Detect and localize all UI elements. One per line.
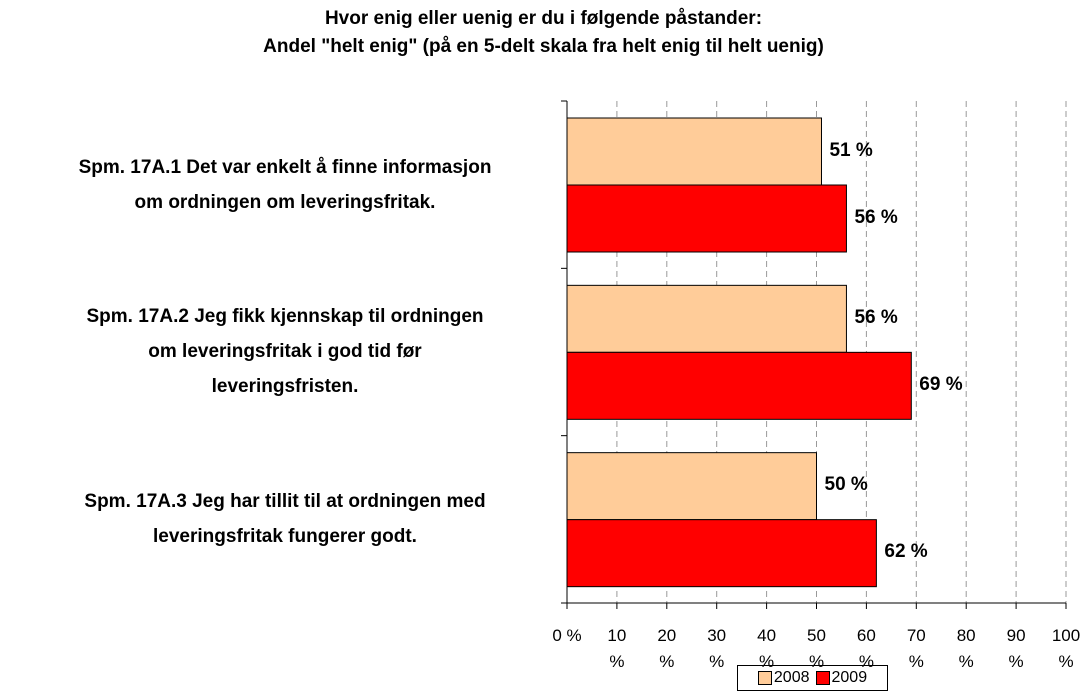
x-tick-label: 20 % — [657, 626, 677, 671]
value-label: 69 % — [919, 373, 963, 395]
x-tick-label: 60 % — [856, 626, 876, 671]
value-label: 50 % — [824, 474, 868, 496]
x-tick-label: 0 % — [552, 626, 582, 645]
bar — [566, 351, 912, 420]
x-tick-label: 80 % — [956, 626, 976, 671]
x-tick-label: 40 % — [757, 626, 777, 671]
category-label: Spm. 17A.3 Jeg har tillit til at ordning… — [84, 491, 486, 548]
legend-label: 2009 — [831, 669, 868, 686]
value-label: 56 % — [854, 306, 898, 328]
category-label: Spm. 17A.1 Det var enkelt å finne inform… — [78, 156, 492, 213]
x-tick-label: 100 % — [1051, 626, 1081, 671]
x-tick-label: 30 % — [707, 626, 727, 671]
value-label: 51 % — [829, 139, 873, 161]
chart-title: Hvor enig eller uenig er du i følgende p… — [324, 8, 763, 29]
legend: 2008 2009 — [737, 665, 888, 691]
legend-swatch — [815, 671, 830, 685]
x-tick-label: 70 % — [906, 626, 926, 671]
bar — [566, 117, 822, 186]
legend-item: 2008 — [757, 669, 810, 687]
chart-subtitle: Andel "helt enig" (på en 5-delt skala fr… — [263, 36, 824, 57]
bar — [566, 184, 847, 253]
bar — [566, 452, 817, 521]
x-tick-label: 90 % — [1006, 626, 1026, 671]
bar — [566, 519, 877, 588]
value-label: 56 % — [854, 206, 898, 228]
legend-swatch — [757, 671, 772, 685]
x-tick-label: 10 % — [607, 626, 627, 671]
legend-item: 2009 — [815, 669, 868, 687]
bar — [566, 284, 847, 353]
legend-label: 2008 — [773, 669, 810, 686]
value-label: 62 % — [884, 541, 928, 563]
x-tick-label: 50 % — [807, 626, 826, 671]
category-label: Spm. 17A.2 Jeg fikk kjennskap til ordnin… — [86, 306, 484, 398]
